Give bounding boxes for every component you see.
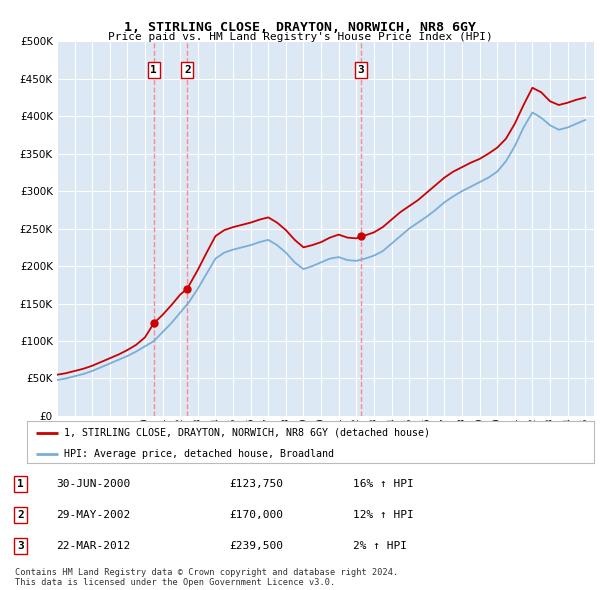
- Text: £239,500: £239,500: [229, 541, 283, 551]
- Text: HPI: Average price, detached house, Broadland: HPI: Average price, detached house, Broa…: [64, 449, 334, 459]
- Text: 2: 2: [17, 510, 24, 520]
- Text: 22-MAR-2012: 22-MAR-2012: [56, 541, 130, 551]
- Text: Price paid vs. HM Land Registry's House Price Index (HPI): Price paid vs. HM Land Registry's House …: [107, 32, 493, 42]
- Text: 1, STIRLING CLOSE, DRAYTON, NORWICH, NR8 6GY (detached house): 1, STIRLING CLOSE, DRAYTON, NORWICH, NR8…: [64, 428, 430, 438]
- Text: 29-MAY-2002: 29-MAY-2002: [56, 510, 130, 520]
- Text: £123,750: £123,750: [229, 478, 283, 489]
- Text: £170,000: £170,000: [229, 510, 283, 520]
- Text: 1: 1: [151, 65, 157, 75]
- Text: 3: 3: [17, 541, 24, 551]
- Text: 2: 2: [184, 65, 191, 75]
- Text: 16% ↑ HPI: 16% ↑ HPI: [353, 478, 413, 489]
- Text: 30-JUN-2000: 30-JUN-2000: [56, 478, 130, 489]
- Text: 2% ↑ HPI: 2% ↑ HPI: [353, 541, 407, 551]
- Text: 12% ↑ HPI: 12% ↑ HPI: [353, 510, 413, 520]
- Text: 1: 1: [17, 478, 24, 489]
- Text: Contains HM Land Registry data © Crown copyright and database right 2024.
This d: Contains HM Land Registry data © Crown c…: [15, 568, 398, 587]
- Text: 1, STIRLING CLOSE, DRAYTON, NORWICH, NR8 6GY: 1, STIRLING CLOSE, DRAYTON, NORWICH, NR8…: [124, 21, 476, 34]
- Text: 3: 3: [358, 65, 364, 75]
